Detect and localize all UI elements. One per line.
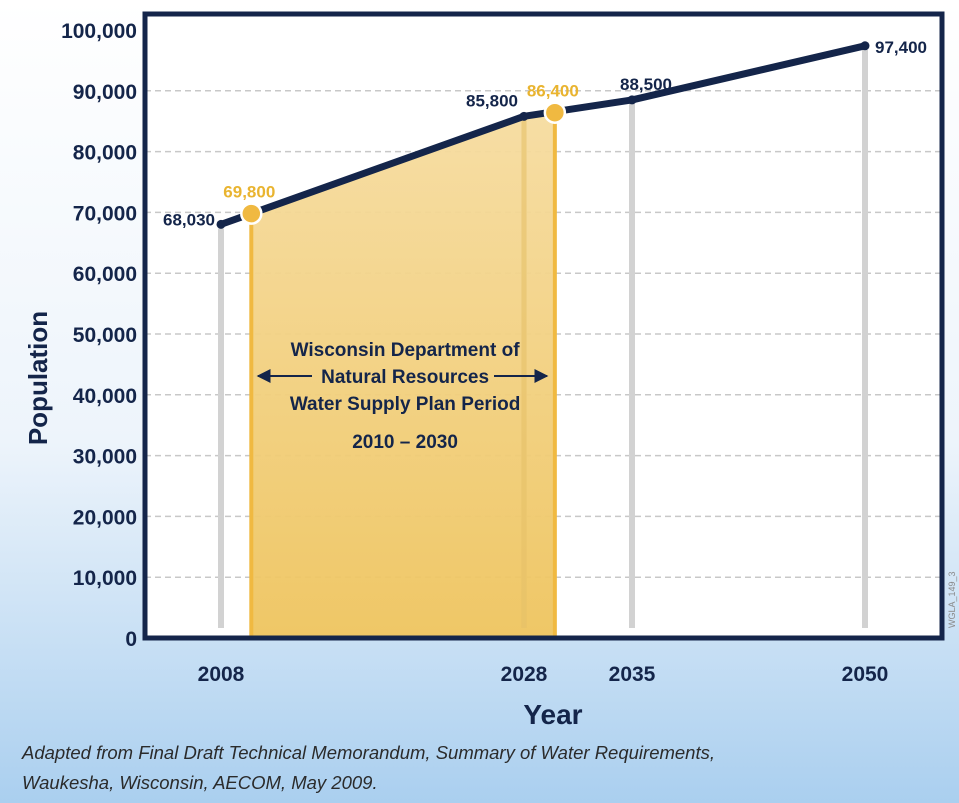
y-tick-label: 80,000	[73, 142, 137, 165]
plan-period-line: Wisconsin Department of	[291, 340, 521, 361]
data-labels: 68,030 85,800 88,500 97,400 69,800 86,400	[163, 38, 927, 230]
x-tick-label: 2008	[198, 663, 245, 686]
plan-period-annotation: Wisconsin Department of Natural Resources…	[256, 340, 549, 453]
data-label: 68,030	[163, 210, 215, 229]
x-tick-label: 2035	[609, 663, 656, 686]
data-point	[860, 41, 870, 51]
plan-period-line: Water Supply Plan Period	[290, 394, 521, 415]
data-label: 97,400	[875, 38, 927, 57]
data-point	[627, 95, 637, 105]
y-tick-label: 40,000	[73, 385, 137, 408]
x-axis-ticks: 2008 2028 2035 2050	[198, 663, 889, 686]
figure-id-watermark: WGLA_149_3	[947, 571, 957, 628]
y-tick-label: 10,000	[73, 567, 137, 590]
y-tick-label: 60,000	[73, 263, 137, 286]
x-tick-label: 2050	[842, 663, 889, 686]
plan-period-range: 2010 – 2030	[352, 432, 458, 453]
x-axis-label: Year	[523, 699, 582, 730]
x-tick-label: 2028	[501, 663, 548, 686]
y-axis-label: Population	[23, 311, 53, 445]
highlight-point	[240, 202, 263, 225]
data-label: 88,500	[620, 75, 672, 94]
caption-line-1: Adapted from Final Draft Technical Memor…	[22, 742, 716, 763]
y-tick-label: 90,000	[73, 81, 137, 104]
y-tick-label: 100,000	[61, 20, 137, 43]
highlight-label: 69,800	[223, 183, 275, 202]
caption-line-2: Waukesha, Wisconsin, AECOM, May 2009.	[22, 772, 378, 793]
plan-period-shading	[249, 112, 557, 639]
source-caption: Adapted from Final Draft Technical Memor…	[22, 738, 922, 798]
y-tick-label: 50,000	[73, 324, 137, 347]
data-label: 85,800	[466, 91, 518, 110]
y-tick-label: 30,000	[73, 446, 137, 469]
highlight-label: 86,400	[527, 82, 579, 101]
population-series	[216, 41, 870, 229]
data-point	[216, 219, 226, 229]
data-point	[519, 111, 529, 121]
y-axis-ticks: 0 10,000 20,000 30,000 40,000 50,000 60,000 70,…	[61, 20, 137, 651]
y-tick-label: 70,000	[73, 202, 137, 225]
y-tick-label: 0	[125, 628, 137, 651]
plan-period-area	[251, 112, 555, 639]
highlight-point	[543, 101, 567, 124]
population-line	[217, 42, 869, 228]
y-tick-label: 20,000	[73, 506, 137, 529]
plan-period-line: Natural Resources	[321, 367, 489, 388]
plot-frame	[142, 11, 945, 641]
